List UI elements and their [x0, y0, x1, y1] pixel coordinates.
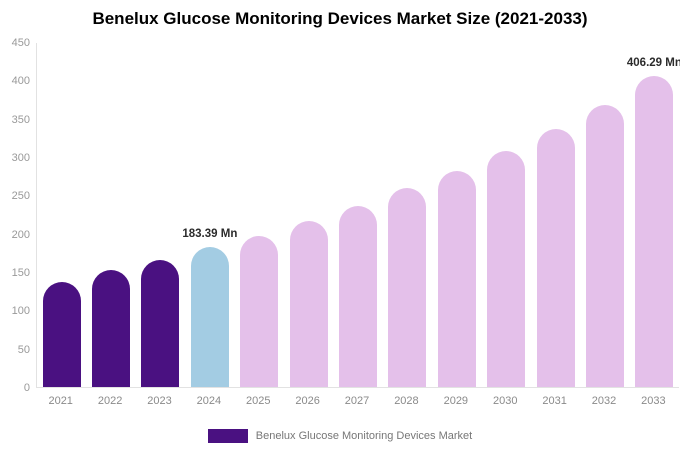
bar-slot-2026: [284, 43, 333, 387]
bar-2032: [585, 104, 624, 387]
legend-item[interactable]: Benelux Glucose Monitoring Devices Marke…: [207, 429, 473, 443]
bar-slot-2029: [432, 43, 481, 387]
y-axis-tick-450: 450: [11, 37, 30, 49]
y-axis-tick-300: 300: [11, 152, 30, 165]
bar-slot-2024: 183.39 Mn: [182, 43, 238, 387]
y-axis-tick-350: 350: [11, 113, 30, 126]
x-axis-label-2024: 2024: [196, 395, 222, 407]
bar-2022: [92, 270, 131, 387]
x-axis-label-2027: 2027: [344, 395, 370, 407]
data-label-2024: 183.39 Mn: [182, 227, 238, 240]
bar-slot-2028: [383, 43, 432, 387]
bar-slot-2032: [580, 43, 629, 387]
y-axis-tick-200: 200: [11, 228, 30, 241]
x-axis-label-2026: 2026: [295, 395, 320, 407]
x-axis: 2021 2022 2023 2024 2025 2026 2027 2028 2029 2030…: [36, 395, 678, 409]
y-axis-tick-150: 150: [11, 267, 30, 280]
y-axis-tick-100: 100: [11, 305, 30, 318]
bar-2030: [487, 150, 526, 387]
bars-row: 183.39 Mn 406.29 Mn: [37, 43, 680, 387]
chart-title: Benelux Glucose Monitoring Devices Marke…: [92, 9, 588, 28]
x-axis-label-2023: 2023: [147, 395, 172, 407]
y-axis: 0 50 100 150 200 250 300 350 400 450: [0, 37, 30, 394]
bar-slot-2023: [136, 43, 185, 387]
y-axis-tick-400: 400: [11, 75, 30, 88]
bar-2029: [437, 170, 476, 387]
x-axis-label-2030: 2030: [492, 395, 518, 407]
bar-slot-2025: [235, 43, 284, 387]
x-axis-label-2029: 2029: [443, 395, 469, 407]
bar-slot-2031: [531, 43, 580, 387]
bar-2024: [190, 246, 229, 387]
legend-swatch-icon: [207, 429, 248, 443]
bar-slot-2022: [86, 43, 135, 387]
bar-2025: [240, 236, 279, 387]
bar-slot-2033: 406.29 Mn: [626, 43, 680, 387]
bar-2033: [635, 76, 674, 387]
legend-label: Benelux Glucose Monitoring Devices Marke…: [255, 430, 473, 442]
bar-2021: [42, 281, 81, 387]
bar-2031: [536, 128, 575, 387]
plot-area: 183.39 Mn 406.29 Mn: [36, 43, 680, 388]
bar-slot-2030: [482, 43, 531, 387]
x-axis-label-2032: 2032: [591, 395, 617, 407]
x-axis-label-2031: 2031: [542, 395, 567, 407]
legend: Benelux Glucose Monitoring Devices Marke…: [0, 429, 680, 443]
bar-2027: [339, 205, 378, 387]
bar-2026: [289, 221, 328, 387]
data-label-2033: 406.29 Mn: [626, 57, 680, 70]
bar-slot-2027: [333, 43, 382, 387]
bar-slot-2021: [37, 43, 86, 387]
x-axis-label-2025: 2025: [246, 395, 271, 407]
bar-2023: [141, 260, 180, 387]
bar-2028: [388, 188, 427, 387]
y-axis-tick-50: 50: [17, 343, 30, 356]
y-axis-tick-250: 250: [11, 190, 30, 203]
x-axis-label-2022: 2022: [97, 395, 123, 407]
x-axis-label-2033: 2033: [641, 395, 666, 407]
x-axis-label-2021: 2021: [48, 395, 73, 407]
x-axis-label-2028: 2028: [394, 395, 419, 407]
y-axis-tick-0: 0: [23, 382, 30, 394]
